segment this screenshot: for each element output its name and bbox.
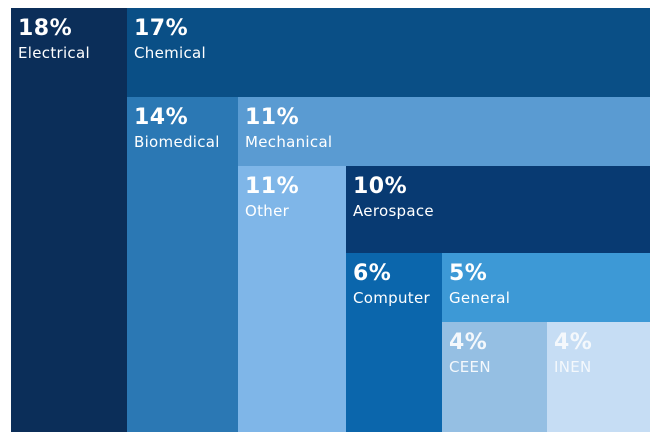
tile-chemical-percent: 17% [134, 16, 189, 41]
tile-chemical-label: Chemical [134, 44, 206, 62]
tile-mechanical-percent: 11% [245, 105, 300, 130]
tile-computer: 6% Computer [346, 253, 442, 432]
tile-mechanical-label: Mechanical [245, 133, 333, 151]
tile-general-label: General [449, 289, 511, 307]
tile-general-percent: 5% [449, 261, 488, 286]
tile-other: 11% Other [238, 166, 346, 432]
tile-ceen-percent: 4% [449, 330, 488, 355]
tile-inen-label: INEN [554, 358, 592, 376]
tile-ceen-label: CEEN [449, 358, 491, 376]
tile-biomedical: 14% Biomedical [127, 97, 238, 432]
tile-inen-percent: 4% [554, 330, 593, 355]
tile-inen: 4% INEN [547, 322, 650, 432]
tile-biomedical-label: Biomedical [134, 133, 220, 151]
tile-aerospace-label: Aerospace [353, 202, 434, 220]
tile-general: 5% General [442, 253, 650, 322]
tile-aerospace-percent: 10% [353, 174, 408, 199]
tile-mechanical: 11% Mechanical [238, 97, 650, 166]
tile-biomedical-percent: 14% [134, 105, 189, 130]
tile-chemical: 17% Chemical [127, 8, 650, 97]
tile-electrical-label: Electrical [18, 44, 90, 62]
tile-computer-percent: 6% [353, 261, 392, 286]
tile-other-label: Other [245, 202, 290, 220]
tile-ceen: 4% CEEN [442, 322, 547, 432]
tile-computer-label: Computer [353, 289, 430, 307]
tile-aerospace: 10% Aerospace [346, 166, 650, 253]
tile-electrical-percent: 18% [18, 16, 73, 41]
tile-electrical: 18% Electrical [11, 8, 127, 432]
tile-other-percent: 11% [245, 174, 300, 199]
